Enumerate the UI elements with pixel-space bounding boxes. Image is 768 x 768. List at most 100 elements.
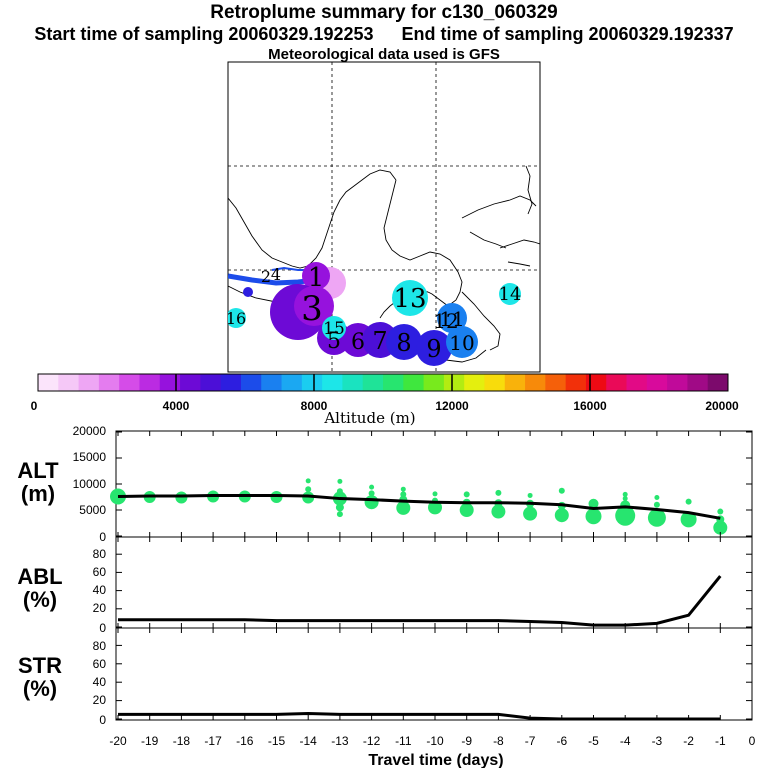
x-tick-label: -12 <box>363 734 381 748</box>
colorbar-swatches <box>38 374 729 391</box>
colorbar-swatch <box>78 374 100 391</box>
colorbar-swatch <box>464 374 485 391</box>
plume-circle-8 <box>386 324 422 360</box>
alt-scatter-point <box>558 487 565 494</box>
day-label: 4 <box>271 265 281 284</box>
alt-scatter-point <box>335 503 344 512</box>
colorbar-tick-label: 0 <box>31 399 38 413</box>
colorbar-tick-label: 8000 <box>301 399 328 413</box>
colorbar-swatch <box>484 374 506 391</box>
colorbar-swatch <box>180 374 201 391</box>
abl-y-tick: 0 <box>99 621 106 635</box>
alt-scatter-point <box>717 508 724 515</box>
alt-scatter-point <box>368 490 375 497</box>
str-y-tick: 40 <box>93 675 107 689</box>
x-tick-label: -10 <box>426 734 444 748</box>
plume-circle-9 <box>416 330 452 366</box>
colorbar-tick-label: 12000 <box>435 399 469 413</box>
colorbar-swatch <box>58 374 80 391</box>
start-time-label: Start time of sampling 20060329.192253 <box>34 24 374 44</box>
x-axis-label: Travel time (days) <box>368 752 503 768</box>
plume-circle-14 <box>499 283 521 305</box>
alt-scatter-point <box>336 488 343 495</box>
retroplume-map: 1 2 3 4 5 6 7 8 9 10 11 12 13 14 15 16 <box>227 61 541 373</box>
alt-scatter-point <box>654 495 660 501</box>
str-panel-frame <box>115 627 753 721</box>
str-panel-label: STR <box>18 653 62 678</box>
end-time-label: End time of sampling 20060329.192337 <box>401 24 734 44</box>
plume-circle-15 <box>322 316 346 340</box>
colorbar: 0 4000 8000 12000 16000 20000 Altitude (… <box>31 373 739 427</box>
colorbar-tick-label: 4000 <box>163 399 190 413</box>
colorbar-swatch <box>362 374 384 391</box>
colorbar-swatch <box>220 374 242 391</box>
alt-scatter-point <box>337 478 343 484</box>
x-tick-label: -6 <box>556 734 567 748</box>
x-tick-label: -17 <box>204 734 222 748</box>
day-label: 11 <box>439 307 464 331</box>
alt-mean-line <box>117 493 721 520</box>
colorbar-swatch <box>565 374 587 391</box>
colorbar-tick-label: 20000 <box>705 399 739 413</box>
alt-y-tick: 20000 <box>73 424 107 438</box>
alt-scatter-point <box>432 491 438 497</box>
sampling-times: Start time of sampling 20060329.192253 En… <box>0 24 768 45</box>
x-tick-label: -5 <box>588 734 599 748</box>
day-label: 6 <box>351 330 365 355</box>
day-labels: 1 2 3 4 5 6 7 8 9 10 11 12 13 14 15 16 <box>228 263 521 363</box>
alt-scatter-point <box>622 496 628 502</box>
alt-scatter-point <box>713 520 728 535</box>
day-label: 15 <box>323 319 345 339</box>
day-label: 5 <box>327 329 341 354</box>
x-tick-label: -19 <box>141 734 159 748</box>
str-y-tick: 20 <box>93 693 107 707</box>
alt-scatter-point <box>685 498 692 505</box>
colorbar-swatch <box>545 374 567 391</box>
alt-scatter-point <box>585 508 602 525</box>
x-tick-label: -11 <box>395 734 412 748</box>
x-tick-label: -8 <box>493 734 504 748</box>
x-tick-label: -15 <box>268 734 286 748</box>
abl-y-tick-labels: 80 60 40 20 0 <box>93 547 107 635</box>
alt-scatter-point <box>615 505 636 526</box>
alt-y-tick: 10000 <box>73 477 107 491</box>
alt-y-tick: 5000 <box>79 503 106 517</box>
alt-y-tick-labels: 20000 15000 10000 5000 0 <box>73 424 107 544</box>
day-label: 10 <box>449 331 474 355</box>
x-tick-label: -3 <box>652 734 663 748</box>
x-tick-label: -2 <box>683 734 694 748</box>
time-series-panels: ALT (m) 20000 15000 10000 5000 0 ABL (%)… <box>17 424 755 768</box>
colorbar-swatch <box>707 374 729 391</box>
colorbar-ticks <box>175 374 591 391</box>
colorbar-swatch <box>281 374 303 391</box>
colorbar-swatch <box>38 374 59 391</box>
day-label: 13 <box>393 284 426 314</box>
colorbar-swatch <box>423 374 445 391</box>
alt-scatter-point <box>336 511 343 518</box>
abl-y-tick: 80 <box>93 547 107 561</box>
plume-circle-13 <box>392 280 428 316</box>
colorbar-swatch <box>98 374 120 391</box>
alt-scatter-point <box>491 504 506 519</box>
abl-y-tick: 60 <box>93 565 107 579</box>
day-label: 9 <box>426 335 441 363</box>
x-tick-label: -7 <box>525 734 536 748</box>
colorbar-swatch <box>667 374 688 391</box>
alt-y-tick: 0 <box>99 530 106 544</box>
alt-scatter-point <box>428 500 442 515</box>
plume-circle-4 <box>243 287 253 297</box>
x-tick-labels: -20 -19 -18 -17 -16 -15 -14 -13 -12 -11 -10 -9 -8 -7-… <box>109 734 755 748</box>
str-y-tick-labels: 80 60 40 20 0 <box>93 639 107 727</box>
day-label: 1 <box>308 263 325 293</box>
alt-panel-unit: (m) <box>21 481 55 506</box>
abl-panel-unit: (%) <box>23 587 57 612</box>
str-y-tick: 0 <box>99 713 106 727</box>
x-tick-label: -4 <box>620 734 631 748</box>
colorbar-frame <box>37 373 729 392</box>
chart-title: Retroplume summary for c130_060329 <box>210 2 558 23</box>
alt-panel-label: ALT <box>17 458 59 483</box>
alt-scatter-point <box>523 506 538 521</box>
alt-scatter-point <box>620 500 631 511</box>
colorbar-swatch <box>139 374 161 391</box>
colorbar-swatch <box>200 374 222 391</box>
